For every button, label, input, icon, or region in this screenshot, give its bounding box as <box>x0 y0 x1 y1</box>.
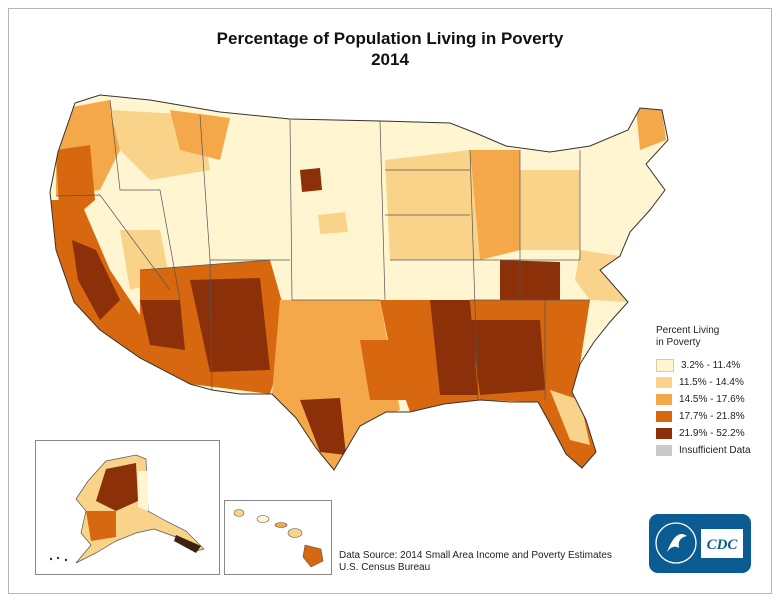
region-arizona-south <box>140 300 185 350</box>
state-borders <box>49 94 669 471</box>
title-line-2: 2014 <box>371 50 409 69</box>
poverty-regions <box>50 100 668 470</box>
region-nebraska <box>318 212 348 234</box>
region-maine <box>636 108 666 150</box>
region-sd-reservation <box>300 168 322 192</box>
aleutian-island <box>64 558 68 562</box>
region-central-valley <box>72 240 120 320</box>
hawaii-inset <box>224 500 332 575</box>
legend-label: 11.5% - 14.4% <box>679 377 744 388</box>
hawaii-map <box>233 509 324 568</box>
region-great-plains <box>290 119 385 260</box>
region-virginia-carolina <box>575 250 628 302</box>
region-midwest <box>385 150 480 260</box>
big-island <box>302 544 324 568</box>
hhs-eagle-icon <box>667 534 687 552</box>
legend-label: 17.7% - 21.8% <box>679 411 745 422</box>
legend-swatch <box>656 394 672 405</box>
region-ohio <box>520 170 580 250</box>
oahu-island <box>256 515 270 523</box>
region-new-mexico <box>190 278 270 372</box>
cdc-logo: CDC <box>649 514 751 573</box>
legend-item: 3.2% - 11.4% <box>656 357 771 374</box>
legend-title-line-1: Percent Living <box>656 325 720 336</box>
legend-swatch <box>656 445 672 456</box>
legend-label: Insufficient Data <box>679 445 751 456</box>
region-montana-west <box>170 110 230 160</box>
molokai-island <box>274 522 288 528</box>
region-rio-grande-valley <box>300 398 346 455</box>
legend-item: Insufficient Data <box>656 442 771 459</box>
alaska-map <box>49 454 205 564</box>
alaska-inset <box>35 440 220 575</box>
aleutian-island <box>49 557 53 561</box>
legend-swatch <box>656 377 672 388</box>
legend-title: Percent Living in Poverty <box>656 325 771 349</box>
legend-item: 14.5% - 17.6% <box>656 391 771 408</box>
alaska-yukon-delta <box>86 511 116 541</box>
legend-swatch <box>656 359 674 372</box>
region-michigan-indiana <box>470 150 520 260</box>
alaska-interior-west <box>96 463 138 511</box>
legend-item: 21.9% - 52.2% <box>656 425 771 442</box>
legend-swatch <box>656 428 672 439</box>
source-line-2: U.S. Census Bureau <box>339 562 431 573</box>
region-alabama-georgia <box>470 320 545 395</box>
legend: Percent Living in Poverty 3.2% - 11.4% 1… <box>656 325 771 459</box>
kauai-island <box>233 509 245 517</box>
title-line-1: Percentage of Population Living in Pover… <box>216 29 564 48</box>
legend-swatch <box>656 411 672 422</box>
aleutian-island <box>56 556 60 560</box>
maui-island <box>287 528 303 538</box>
cdc-wordmark: CDC <box>707 537 739 553</box>
region-mississippi-delta <box>430 300 478 395</box>
map-title: Percentage of Population Living in Pover… <box>0 28 780 70</box>
legend-item: 11.5% - 14.4% <box>656 374 771 391</box>
data-source: Data Source: 2014 Small Area Income and … <box>339 550 612 574</box>
cdc-wordmark-box <box>701 529 743 558</box>
alaska-panhandle <box>174 535 201 553</box>
legend-label: 21.9% - 52.2% <box>679 428 745 439</box>
legend-title-line-2: in Poverty <box>656 337 701 348</box>
hhs-cdc-emblem: CDC <box>655 522 743 564</box>
region-appalachia <box>500 260 560 300</box>
legend-item: 17.7% - 21.8% <box>656 408 771 425</box>
source-line-1: Data Source: 2014 Small Area Income and … <box>339 550 612 561</box>
alaska-interior-east <box>138 471 148 511</box>
legend-label: 14.5% - 17.6% <box>679 394 745 405</box>
legend-label: 3.2% - 11.4% <box>681 360 741 371</box>
hhs-seal-ring <box>655 522 697 564</box>
